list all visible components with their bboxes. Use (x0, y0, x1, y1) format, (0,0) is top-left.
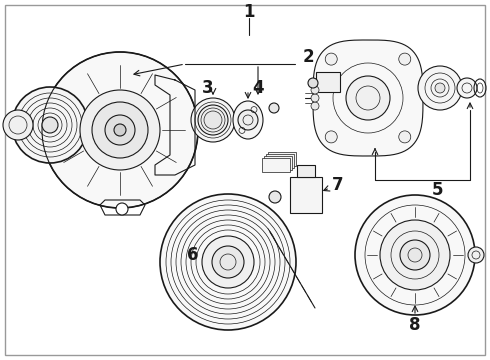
Bar (268, 152, 296, 166)
Circle shape (418, 66, 462, 110)
Text: 6: 6 (187, 246, 199, 264)
Circle shape (202, 236, 254, 288)
Circle shape (114, 124, 126, 136)
Circle shape (269, 103, 279, 113)
Text: 2: 2 (302, 48, 314, 66)
Circle shape (308, 78, 318, 88)
Text: 5: 5 (431, 181, 443, 199)
Circle shape (42, 52, 198, 208)
Ellipse shape (233, 101, 263, 139)
Text: 8: 8 (409, 316, 421, 334)
Circle shape (204, 111, 222, 129)
Bar (297, 165, 315, 177)
Circle shape (3, 110, 33, 140)
Circle shape (399, 53, 411, 65)
Circle shape (269, 191, 281, 203)
Circle shape (105, 115, 135, 145)
Circle shape (191, 98, 235, 142)
Circle shape (238, 110, 258, 130)
Circle shape (457, 78, 477, 98)
Text: 7: 7 (332, 176, 344, 194)
Circle shape (311, 102, 319, 110)
Circle shape (198, 105, 228, 135)
Bar (266, 154, 294, 168)
Circle shape (212, 246, 244, 278)
Circle shape (12, 87, 88, 163)
Circle shape (325, 131, 337, 143)
Circle shape (399, 131, 411, 143)
Bar (316, 72, 340, 92)
Text: 1: 1 (243, 3, 255, 21)
Circle shape (311, 86, 319, 94)
Text: 4: 4 (252, 79, 264, 97)
Bar (264, 156, 292, 170)
Circle shape (311, 94, 319, 102)
Bar (290, 177, 322, 213)
Circle shape (42, 117, 58, 133)
Circle shape (380, 220, 450, 290)
Circle shape (325, 53, 337, 65)
Circle shape (355, 195, 475, 315)
Circle shape (346, 76, 390, 120)
Bar (262, 158, 290, 172)
Circle shape (80, 90, 160, 170)
Text: 3: 3 (202, 79, 214, 97)
Circle shape (92, 102, 148, 158)
Polygon shape (313, 40, 423, 156)
Circle shape (116, 203, 128, 215)
Circle shape (468, 247, 484, 263)
Circle shape (160, 194, 296, 330)
Circle shape (435, 83, 445, 93)
Circle shape (400, 240, 430, 270)
